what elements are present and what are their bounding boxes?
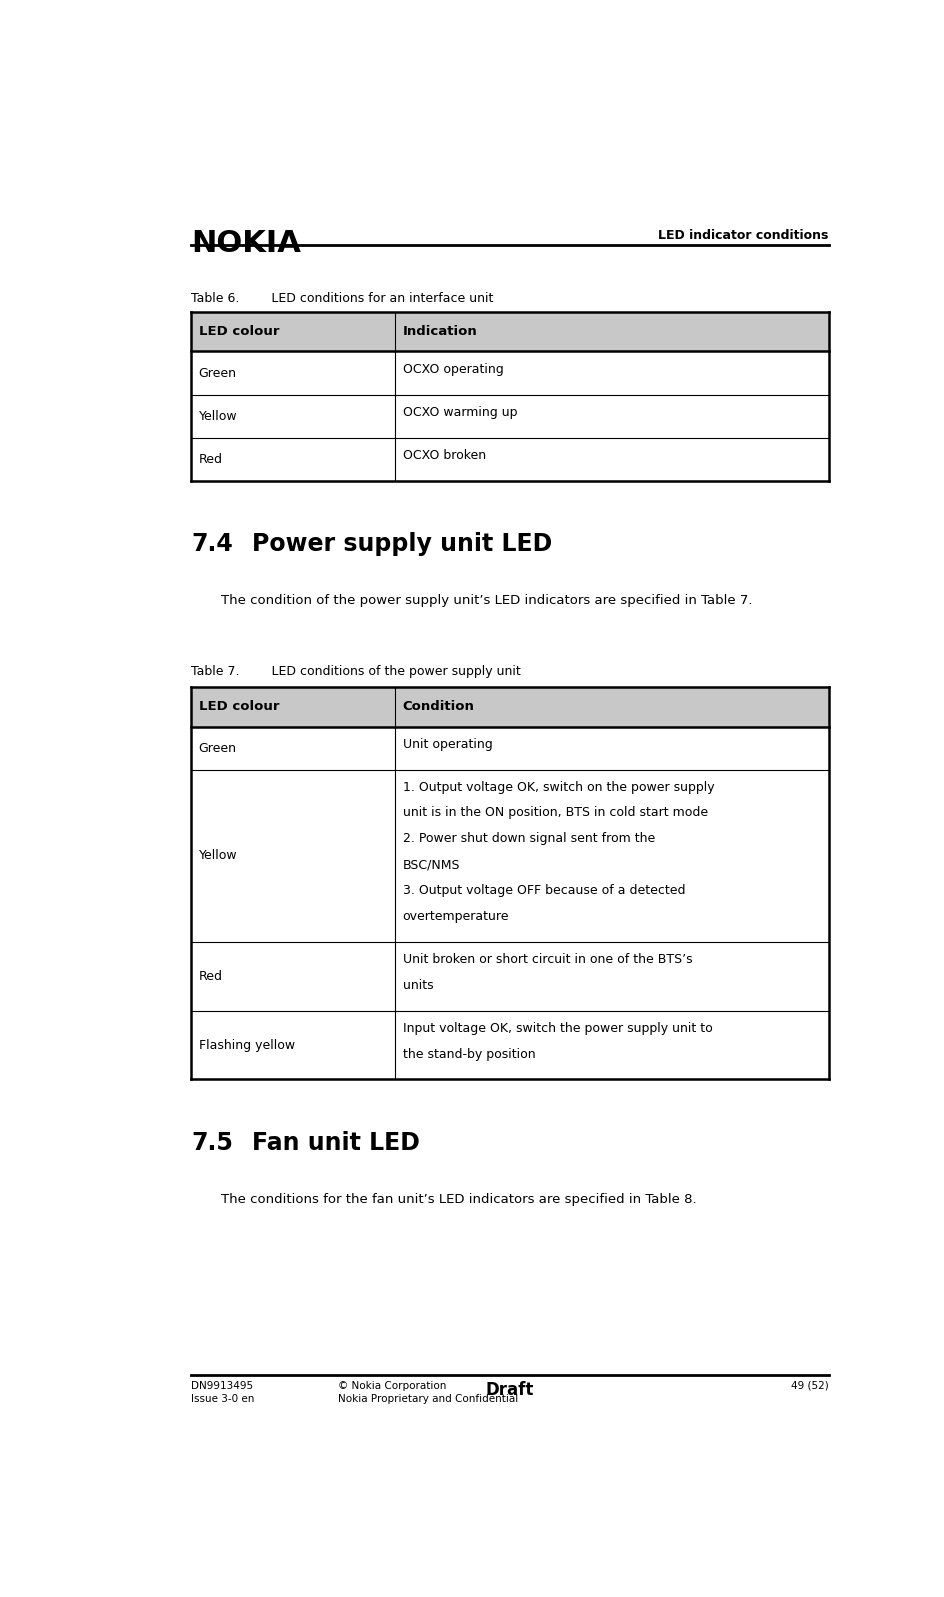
Bar	[191, 351, 828, 394]
Text: Red: Red	[198, 452, 223, 466]
Bar	[191, 727, 828, 770]
Text: Table 7.        LED conditions of the power supply unit: Table 7. LED conditions of the power sup…	[191, 664, 520, 679]
Text: 7.4: 7.4	[191, 532, 233, 556]
Text: Draft: Draft	[485, 1381, 533, 1399]
Text: 7.5: 7.5	[191, 1131, 233, 1155]
Bar	[191, 1011, 828, 1080]
Text: Nokia Proprietary and Confidential: Nokia Proprietary and Confidential	[337, 1394, 517, 1404]
Text: Yellow: Yellow	[198, 409, 237, 423]
Text: Green: Green	[198, 741, 236, 754]
Bar	[191, 942, 828, 1011]
Text: Input voltage OK, switch the power supply unit to: Input voltage OK, switch the power suppl…	[402, 1022, 712, 1035]
Text: Indication: Indication	[402, 326, 477, 339]
Bar	[191, 687, 828, 727]
Text: overtemperature: overtemperature	[402, 910, 509, 923]
Text: Issue 3-0 en: Issue 3-0 en	[191, 1394, 255, 1404]
Bar	[191, 770, 828, 942]
Text: The conditions for the fan unit’s LED indicators are specified in Table 8.: The conditions for the fan unit’s LED in…	[220, 1193, 696, 1206]
Text: Red: Red	[198, 969, 223, 982]
Text: DN9913495: DN9913495	[191, 1381, 253, 1391]
Text: LED colour: LED colour	[198, 326, 278, 339]
Text: 3. Output voltage OFF because of a detected: 3. Output voltage OFF because of a detec…	[402, 885, 684, 898]
Text: © Nokia Corporation: © Nokia Corporation	[337, 1381, 446, 1391]
Text: 49 (52): 49 (52)	[790, 1381, 828, 1391]
Text: Flashing yellow: Flashing yellow	[198, 1038, 295, 1051]
Text: Condition: Condition	[402, 701, 474, 714]
Text: OCXO operating: OCXO operating	[402, 363, 503, 375]
Text: Fan unit LED: Fan unit LED	[252, 1131, 419, 1155]
Text: Table 6.        LED conditions for an interface unit: Table 6. LED conditions for an interface…	[191, 292, 493, 305]
Text: NOKIA: NOKIA	[191, 228, 301, 257]
Text: the stand-by position: the stand-by position	[402, 1048, 534, 1060]
Text: Yellow: Yellow	[198, 850, 237, 862]
Text: Unit operating: Unit operating	[402, 738, 492, 751]
Bar	[191, 438, 828, 481]
Text: BSC/NMS: BSC/NMS	[402, 858, 460, 870]
Text: OCXO broken: OCXO broken	[402, 449, 485, 462]
Text: 1. Output voltage OK, switch on the power supply: 1. Output voltage OK, switch on the powe…	[402, 781, 714, 794]
Text: 2. Power shut down signal sent from the: 2. Power shut down signal sent from the	[402, 832, 654, 845]
Text: Green: Green	[198, 367, 236, 380]
Bar	[191, 311, 828, 351]
Text: LED indicator conditions: LED indicator conditions	[657, 228, 828, 241]
Text: LED colour: LED colour	[198, 701, 278, 714]
Text: Power supply unit LED: Power supply unit LED	[252, 532, 552, 556]
Text: units: units	[402, 979, 432, 992]
Text: The condition of the power supply unit’s LED indicators are specified in Table 7: The condition of the power supply unit’s…	[220, 594, 751, 607]
Bar	[191, 394, 828, 438]
Text: OCXO warming up: OCXO warming up	[402, 406, 516, 418]
Text: unit is in the ON position, BTS in cold start mode: unit is in the ON position, BTS in cold …	[402, 806, 707, 819]
Text: Unit broken or short circuit in one of the BTS’s: Unit broken or short circuit in one of t…	[402, 953, 691, 966]
